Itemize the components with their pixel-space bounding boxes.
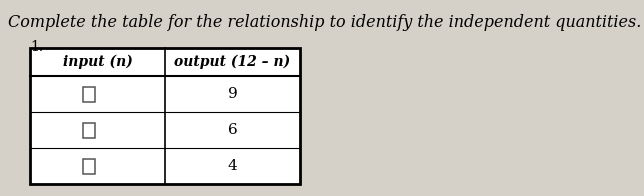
Text: 6: 6: [227, 123, 238, 137]
Text: output (12 – n): output (12 – n): [175, 55, 290, 69]
Text: Complete the table for the relationship to identify the independent quantities.: Complete the table for the relationship …: [8, 14, 641, 31]
Bar: [84, 122, 95, 138]
Text: 4: 4: [227, 159, 238, 173]
Text: 9: 9: [227, 87, 238, 101]
Text: 1.: 1.: [30, 40, 43, 54]
Text: input (n): input (n): [62, 55, 133, 69]
Bar: [30, 48, 300, 184]
Bar: [30, 48, 300, 184]
Bar: [84, 86, 95, 102]
Bar: [84, 159, 95, 173]
